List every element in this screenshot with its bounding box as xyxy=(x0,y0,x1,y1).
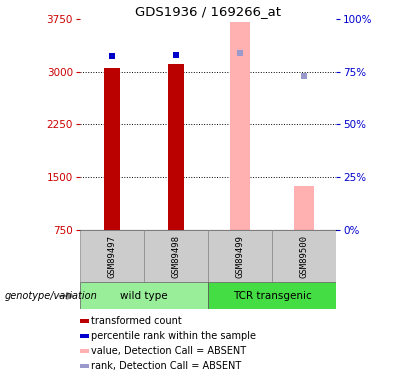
Bar xyxy=(272,230,336,282)
Bar xyxy=(80,334,89,338)
Text: TCR transgenic: TCR transgenic xyxy=(233,291,311,301)
Text: transformed count: transformed count xyxy=(91,315,182,326)
Text: GSM89500: GSM89500 xyxy=(299,235,308,278)
Bar xyxy=(80,230,144,282)
Bar xyxy=(80,349,89,352)
Title: GDS1936 / 169266_at: GDS1936 / 169266_at xyxy=(135,4,281,18)
Text: value, Detection Call = ABSENT: value, Detection Call = ABSENT xyxy=(91,346,246,355)
Text: percentile rank within the sample: percentile rank within the sample xyxy=(91,331,256,340)
Bar xyxy=(230,22,250,230)
Bar xyxy=(80,364,89,368)
Text: GSM89497: GSM89497 xyxy=(108,235,116,278)
Text: GSM89498: GSM89498 xyxy=(171,235,180,278)
Bar xyxy=(104,68,120,230)
Bar xyxy=(80,282,208,309)
Bar xyxy=(208,282,336,309)
Bar xyxy=(80,318,89,322)
Text: wild type: wild type xyxy=(120,291,168,301)
Text: rank, Detection Call = ABSENT: rank, Detection Call = ABSENT xyxy=(91,361,242,371)
Bar xyxy=(208,230,272,282)
Bar xyxy=(168,64,184,230)
Bar xyxy=(144,230,208,282)
Bar xyxy=(294,186,314,230)
Text: GSM89499: GSM89499 xyxy=(236,235,244,278)
Text: genotype/variation: genotype/variation xyxy=(4,291,97,301)
